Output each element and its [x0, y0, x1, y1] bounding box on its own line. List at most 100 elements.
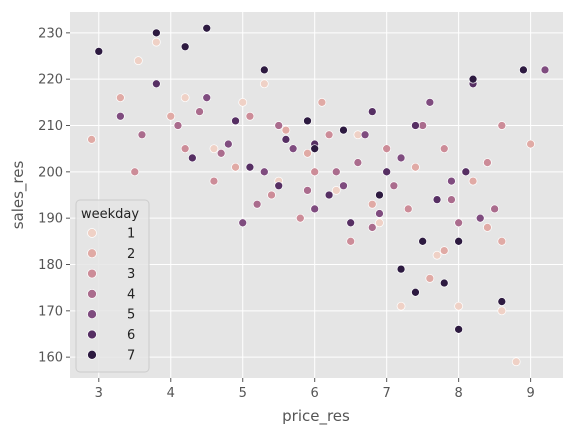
data-point-weekday-2 [317, 97, 327, 107]
data-point-weekday-1 [238, 97, 248, 107]
data-point-weekday-2 [439, 246, 449, 255]
legend-label-3: 3 [127, 267, 135, 282]
data-point-weekday-7 [339, 125, 348, 135]
y-tick-label: 230 [38, 26, 63, 41]
legend-marker-7 [87, 349, 97, 360]
x-axis-ticks: 3 4 5 6 7 8 9 [95, 378, 535, 401]
data-point-weekday-4 [353, 158, 363, 167]
data-point-weekday-1 [432, 250, 442, 260]
data-point-weekday-7 [202, 23, 212, 33]
data-point-weekday-5 [360, 130, 370, 140]
data-point-weekday-2 [483, 223, 492, 232]
data-point-weekday-5 [339, 181, 348, 191]
data-point-weekday-6 [346, 218, 356, 228]
data-point-weekday-1 [353, 130, 363, 140]
legend-marker-1 [87, 228, 97, 238]
x-tick-label: 7 [383, 386, 391, 401]
legend-label-7: 7 [127, 348, 135, 363]
data-point-weekday-1 [209, 144, 219, 154]
data-point-weekday-1 [497, 306, 507, 316]
data-point-weekday-7 [519, 65, 528, 75]
data-point-weekday-1 [152, 37, 161, 47]
legend-label-1: 1 [127, 227, 135, 242]
data-point-weekday-3 [439, 144, 449, 154]
data-point-weekday-5 [425, 97, 435, 107]
data-point-weekday-3 [209, 176, 219, 186]
data-point-weekday-5 [375, 209, 384, 218]
data-point-weekday-2 [87, 135, 96, 144]
data-point-weekday-7 [94, 47, 104, 56]
x-tick-label: 6 [311, 386, 319, 401]
legend-marker-5 [87, 309, 97, 320]
data-point-weekday-5 [259, 167, 269, 177]
legend-label-2: 2 [127, 247, 135, 262]
data-point-weekday-4 [418, 121, 428, 130]
data-point-weekday-1 [454, 301, 463, 311]
y-tick-label: 180 [38, 258, 63, 273]
y-axis-label: sales_res [9, 161, 28, 230]
x-tick-label: 4 [167, 386, 175, 401]
data-point-weekday-5 [238, 218, 248, 228]
data-point-weekday-2 [367, 199, 377, 209]
data-point-weekday-2 [497, 236, 507, 246]
plot-background [70, 12, 563, 378]
data-point-weekday-1 [511, 357, 521, 367]
data-point-weekday-4 [216, 148, 226, 158]
data-point-weekday-3 [483, 158, 492, 167]
data-point-weekday-7 [454, 325, 463, 334]
data-point-weekday-2 [468, 176, 478, 186]
data-point-weekday-7 [375, 190, 384, 200]
data-point-weekday-5 [475, 213, 485, 223]
y-tick-label: 210 [38, 119, 63, 134]
data-point-weekday-2 [526, 139, 535, 149]
data-point-weekday-3 [245, 111, 255, 121]
data-point-weekday-5 [396, 153, 406, 163]
data-point-weekday-6 [432, 195, 442, 204]
data-point-weekday-3 [130, 167, 140, 177]
data-point-weekday-7 [411, 287, 420, 297]
data-point-weekday-5 [540, 65, 550, 75]
data-point-weekday-4 [490, 204, 499, 214]
data-point-weekday-5 [116, 111, 125, 121]
data-point-weekday-6 [188, 153, 197, 163]
data-point-weekday-4 [303, 186, 312, 195]
data-point-weekday-4 [195, 107, 204, 116]
x-tick-label: 8 [455, 386, 463, 401]
data-point-weekday-3 [497, 121, 507, 130]
data-point-weekday-4 [447, 195, 456, 204]
data-point-weekday-1 [259, 79, 269, 89]
scatter-points [87, 23, 550, 367]
data-point-weekday-7 [468, 74, 478, 84]
data-point-weekday-7 [310, 144, 320, 154]
x-tick-label: 3 [95, 386, 103, 401]
data-point-weekday-2 [116, 93, 125, 103]
data-point-weekday-4 [331, 167, 341, 177]
data-point-weekday-3 [180, 144, 190, 154]
data-point-weekday-4 [367, 223, 377, 232]
data-point-weekday-7 [396, 264, 406, 274]
data-point-weekday-1 [396, 301, 406, 311]
data-point-weekday-1 [375, 218, 384, 228]
data-point-weekday-2 [231, 162, 240, 172]
legend-marker-3 [87, 268, 97, 279]
legend-label-6: 6 [127, 328, 135, 343]
data-point-weekday-7 [497, 297, 507, 306]
legend-marker-4 [87, 289, 97, 299]
y-tick-label: 220 [38, 73, 63, 88]
data-point-weekday-7 [418, 236, 428, 246]
data-point-weekday-7 [180, 42, 190, 52]
data-point-weekday-1 [180, 93, 190, 103]
data-point-weekday-2 [281, 125, 291, 135]
y-tick-label: 190 [38, 212, 63, 227]
data-point-weekday-5 [447, 176, 456, 186]
data-point-weekday-5 [202, 93, 212, 103]
data-point-weekday-6 [367, 107, 377, 116]
data-point-weekday-4 [454, 218, 463, 228]
data-point-weekday-6 [461, 167, 471, 177]
data-point-weekday-3 [382, 144, 392, 154]
data-point-weekday-4 [252, 199, 262, 209]
data-point-weekday-4 [389, 181, 399, 191]
legend-box [75, 199, 150, 373]
data-point-weekday-3 [267, 190, 276, 200]
